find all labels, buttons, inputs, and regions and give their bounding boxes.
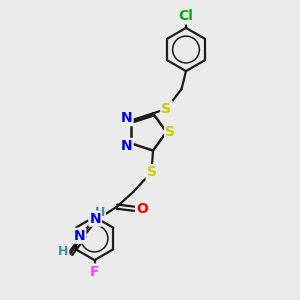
Text: N: N bbox=[121, 111, 133, 125]
Text: S: S bbox=[165, 125, 175, 139]
Text: N: N bbox=[74, 229, 85, 243]
Text: S: S bbox=[146, 165, 157, 179]
Text: N: N bbox=[89, 212, 101, 226]
Text: N: N bbox=[121, 139, 133, 153]
Text: F: F bbox=[90, 265, 99, 278]
Text: O: O bbox=[136, 202, 148, 216]
Text: H: H bbox=[95, 206, 105, 219]
Text: S: S bbox=[161, 102, 172, 116]
Text: Cl: Cl bbox=[178, 10, 194, 23]
Text: S: S bbox=[161, 102, 172, 116]
Text: H: H bbox=[58, 245, 68, 258]
